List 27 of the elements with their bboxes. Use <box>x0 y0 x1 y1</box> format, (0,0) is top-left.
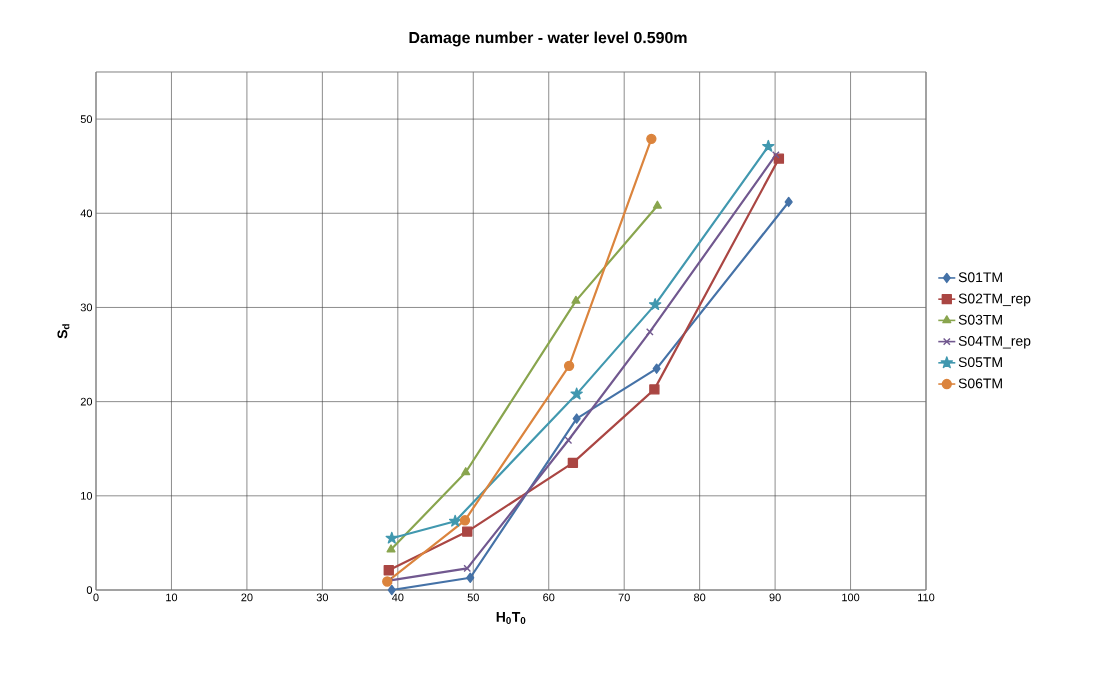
y-tick-label: 50 <box>80 115 93 123</box>
legend-label: S05TM <box>958 357 1002 368</box>
x-tick-label: 110 <box>918 593 935 602</box>
y-tick-label: 0 <box>86 586 93 594</box>
legend-label: S03TM <box>958 314 1002 325</box>
chart-title: Damage number - water level 0.590m <box>409 31 687 47</box>
legend-label: S04TM_rep <box>958 335 1031 349</box>
y-tick-label: 10 <box>81 491 93 500</box>
y-tick-label: 30 <box>80 303 93 312</box>
y-tick-label: 20 <box>80 397 93 406</box>
x-tick-label: 70 <box>618 593 630 602</box>
legend-label: S06TM <box>958 378 1002 389</box>
legend-label: S01TM <box>958 272 1002 283</box>
x-tick-label: 100 <box>842 593 860 602</box>
x-tick-label: 40 <box>391 593 404 602</box>
x-tick-label: 60 <box>543 593 555 602</box>
x-axis-title: H$_{0}$T$_{0}$ <box>496 612 526 624</box>
x-tick-label: 10 <box>166 593 178 602</box>
x-tick-label: 30 <box>316 593 329 602</box>
x-tick-label: 0 <box>93 593 99 602</box>
x-tick-label: 50 <box>467 593 479 602</box>
x-tick-label: 20 <box>241 593 253 602</box>
legend-label: S02TM_rep <box>958 293 1031 307</box>
x-tick-label: 80 <box>694 593 706 602</box>
y-axis-title: S$_{d}$ <box>57 324 70 339</box>
x-tick-label: 90 <box>769 593 781 602</box>
y-tick-label: 40 <box>80 209 93 218</box>
